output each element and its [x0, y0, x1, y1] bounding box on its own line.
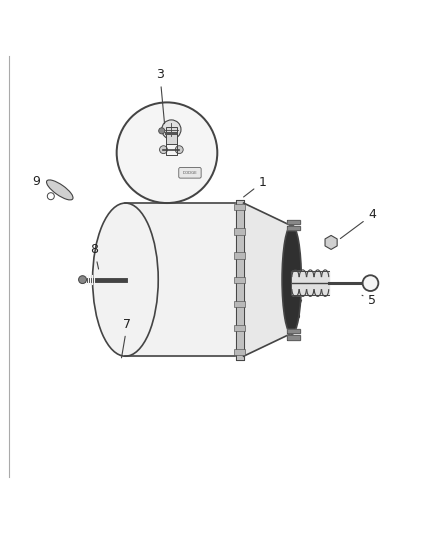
Bar: [233, 349, 245, 355]
Text: 3: 3: [155, 68, 164, 124]
Bar: [233, 253, 245, 259]
Bar: [233, 204, 245, 211]
Polygon shape: [125, 203, 243, 356]
Bar: [233, 301, 245, 307]
Ellipse shape: [92, 203, 158, 356]
FancyBboxPatch shape: [178, 167, 201, 178]
Bar: [233, 325, 245, 331]
Bar: [165, 132, 177, 135]
Bar: [166, 127, 176, 144]
Text: 6: 6: [291, 300, 301, 322]
Polygon shape: [235, 199, 243, 360]
Text: 4: 4: [339, 208, 375, 239]
Text: 7: 7: [121, 318, 131, 358]
Text: DODGE: DODGE: [182, 171, 197, 175]
Text: 5: 5: [361, 294, 375, 306]
Ellipse shape: [282, 225, 300, 334]
Text: 8: 8: [90, 244, 99, 269]
Circle shape: [158, 128, 164, 134]
Polygon shape: [243, 203, 289, 356]
Polygon shape: [287, 329, 300, 334]
Text: 1: 1: [243, 175, 266, 197]
Text: 9: 9: [32, 175, 39, 188]
Polygon shape: [287, 220, 300, 224]
Bar: [233, 229, 245, 235]
Polygon shape: [287, 335, 300, 340]
Circle shape: [175, 146, 183, 154]
Circle shape: [159, 146, 167, 154]
Circle shape: [78, 276, 86, 284]
Polygon shape: [287, 226, 300, 230]
Bar: [233, 277, 245, 282]
Circle shape: [117, 102, 217, 203]
Circle shape: [362, 275, 378, 291]
Circle shape: [47, 193, 54, 200]
Polygon shape: [291, 271, 328, 295]
Circle shape: [161, 120, 180, 139]
Ellipse shape: [46, 180, 73, 200]
